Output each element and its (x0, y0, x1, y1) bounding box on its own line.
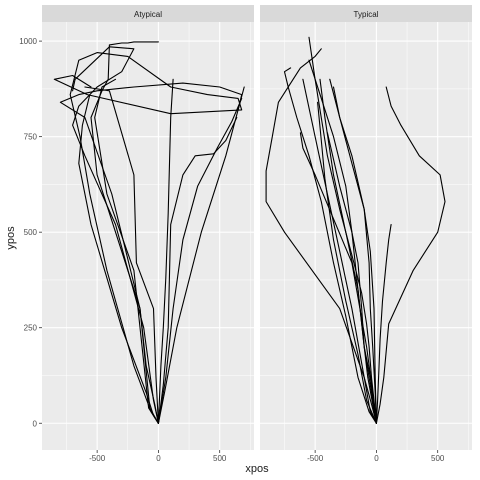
strip-atypical (42, 5, 254, 22)
x-tick-label-atypical: 0 (156, 454, 161, 463)
trajectory-line-typical-3 (375, 86, 446, 424)
x-tick-label-typical: 0 (374, 454, 379, 463)
trajectory-line-atypical-7 (157, 86, 245, 424)
trajectory-line-typical-2 (332, 86, 377, 424)
y-tick-label: 750 (24, 133, 38, 142)
trajectory-line-typical-7 (308, 36, 377, 424)
trajectory-line-atypical-1 (53, 52, 243, 424)
trajectory-line-atypical-11 (78, 94, 159, 424)
strip-typical (260, 5, 472, 22)
trajectory-line-typical-5 (302, 78, 377, 424)
trajectory-line-atypical-4 (90, 41, 159, 424)
x-axis-title: xpos (245, 463, 269, 475)
y-tick-label: 0 (33, 419, 38, 428)
x-tick-label-atypical: -500 (89, 454, 106, 463)
trajectory-line-typical-6 (283, 67, 377, 424)
x-tick-label-typical: 500 (431, 454, 445, 463)
strip-label-typical: Typical (354, 10, 379, 19)
y-axis-title: ypos (5, 226, 17, 250)
y-tick-label: 500 (24, 228, 38, 237)
trajectory-line-typical-9 (329, 78, 377, 424)
trajectory-line-typical-10 (326, 132, 377, 424)
trajectory-line-typical-12 (375, 223, 392, 424)
strip-label-atypical: Atypical (134, 10, 162, 19)
x-tick-label-typical: -500 (307, 454, 324, 463)
trajectory-line-atypical-6 (157, 116, 238, 424)
trajectory-line-typical-13 (317, 101, 377, 424)
y-tick-label: 250 (24, 324, 38, 333)
trajectory-line-atypical-9 (84, 86, 159, 424)
trajectory-line-typical-11 (319, 78, 377, 424)
panel-background-atypical (42, 22, 254, 450)
x-tick-label-atypical: 500 (213, 454, 227, 463)
trajectory-line-atypical-8 (94, 78, 159, 424)
trajectory-line-atypical-5 (157, 97, 243, 424)
panel-background-typical (260, 22, 472, 450)
y-tick-label: 1000 (19, 37, 37, 46)
trajectory-line-atypical-10 (157, 78, 174, 424)
